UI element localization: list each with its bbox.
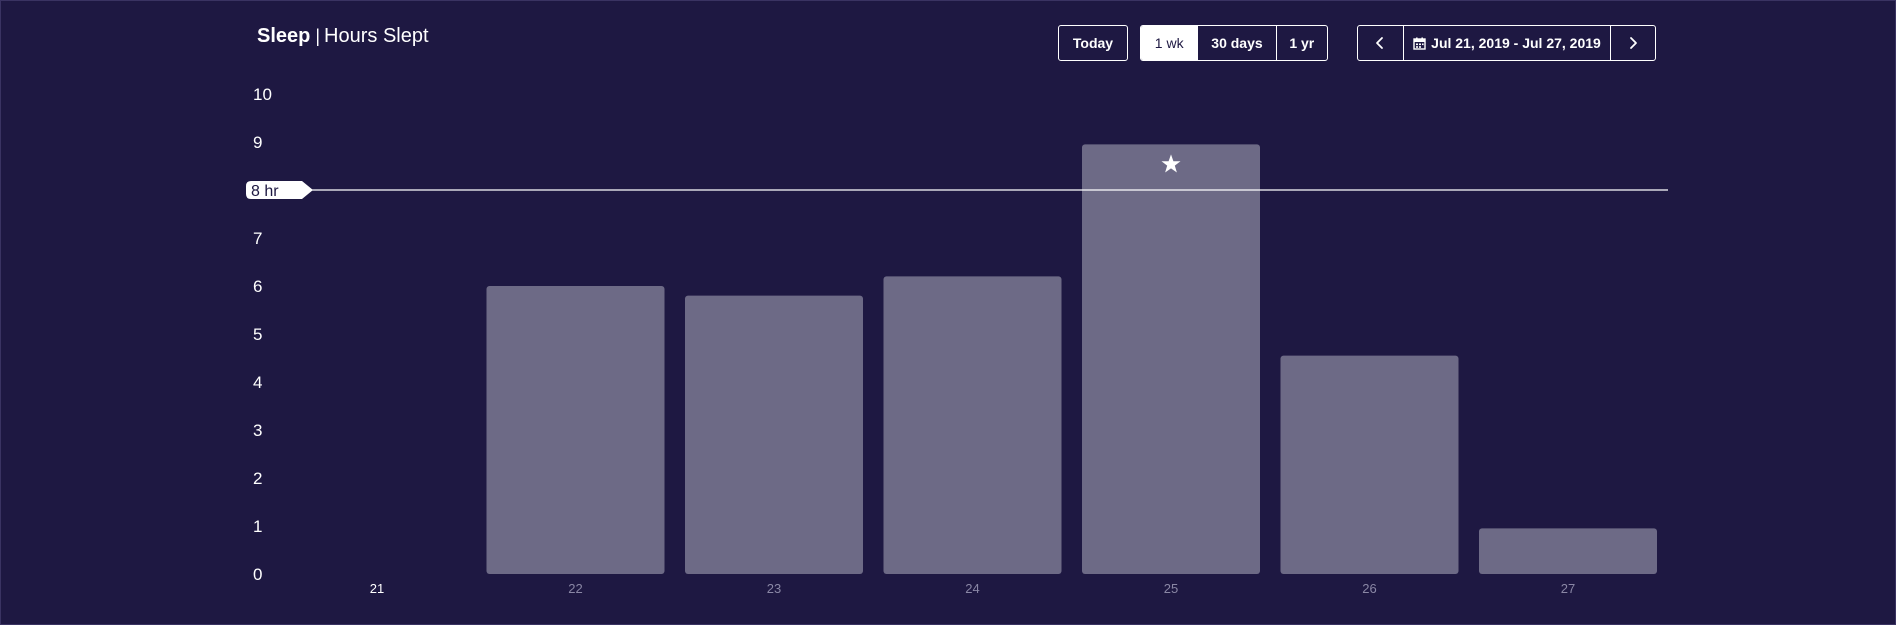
y-tick-label: 10 <box>253 85 272 104</box>
goal-badge <box>246 181 313 199</box>
x-tick-label: 25 <box>1164 581 1178 596</box>
bar-26[interactable] <box>1280 355 1459 574</box>
bar-22[interactable] <box>486 286 665 574</box>
date-range-label: Jul 21, 2019 - Jul 27, 2019 <box>1431 35 1601 51</box>
title-sub: Hours Slept <box>324 25 429 47</box>
chevron-right-icon <box>1630 37 1638 49</box>
page-title: Sleep | Hours Slept <box>257 25 429 48</box>
x-tick-label: 21 <box>370 581 384 596</box>
y-tick-label: 5 <box>253 325 262 344</box>
y-tick-label: 1 <box>253 517 262 536</box>
goal-label: 8 hr <box>251 183 279 200</box>
y-tick-label: 9 <box>253 133 262 152</box>
y-tick-label: 2 <box>253 469 262 488</box>
x-tick-label: 27 <box>1561 581 1575 596</box>
y-tick-label: 6 <box>253 277 262 296</box>
date-range-display[interactable]: Jul 21, 2019 - Jul 27, 2019 <box>1402 26 1611 60</box>
x-tick-label: 22 <box>568 581 582 596</box>
star-icon <box>1161 154 1181 173</box>
date-navigator: Jul 21, 2019 - Jul 27, 2019 <box>1357 25 1656 61</box>
bar-27[interactable] <box>1479 528 1657 574</box>
bar-24[interactable] <box>883 276 1062 574</box>
chevron-left-icon <box>1376 37 1384 49</box>
title-main: Sleep <box>257 25 311 47</box>
today-button[interactable]: Today <box>1058 25 1128 61</box>
range-30days-button[interactable]: 30 days <box>1197 26 1275 60</box>
y-tick-label: 4 <box>253 373 262 392</box>
y-tick-label: 0 <box>253 565 262 584</box>
prev-period-button[interactable] <box>1358 26 1403 60</box>
title-separator: | <box>315 26 321 46</box>
bar-25[interactable] <box>1082 144 1260 574</box>
calendar-icon <box>1413 37 1426 50</box>
y-tick-label: 3 <box>253 421 262 440</box>
x-tick-label: 23 <box>767 581 781 596</box>
range-selector: 1 wk 30 days 1 yr <box>1140 25 1328 61</box>
range-1yr-button[interactable]: 1 yr <box>1275 26 1327 60</box>
next-period-button[interactable] <box>1610 26 1655 60</box>
bar-23[interactable] <box>685 295 863 574</box>
range-1wk-button[interactable]: 1 wk <box>1141 26 1198 60</box>
x-tick-label: 26 <box>1362 581 1376 596</box>
y-tick-label: 7 <box>253 229 262 248</box>
x-tick-label: 24 <box>965 581 979 596</box>
